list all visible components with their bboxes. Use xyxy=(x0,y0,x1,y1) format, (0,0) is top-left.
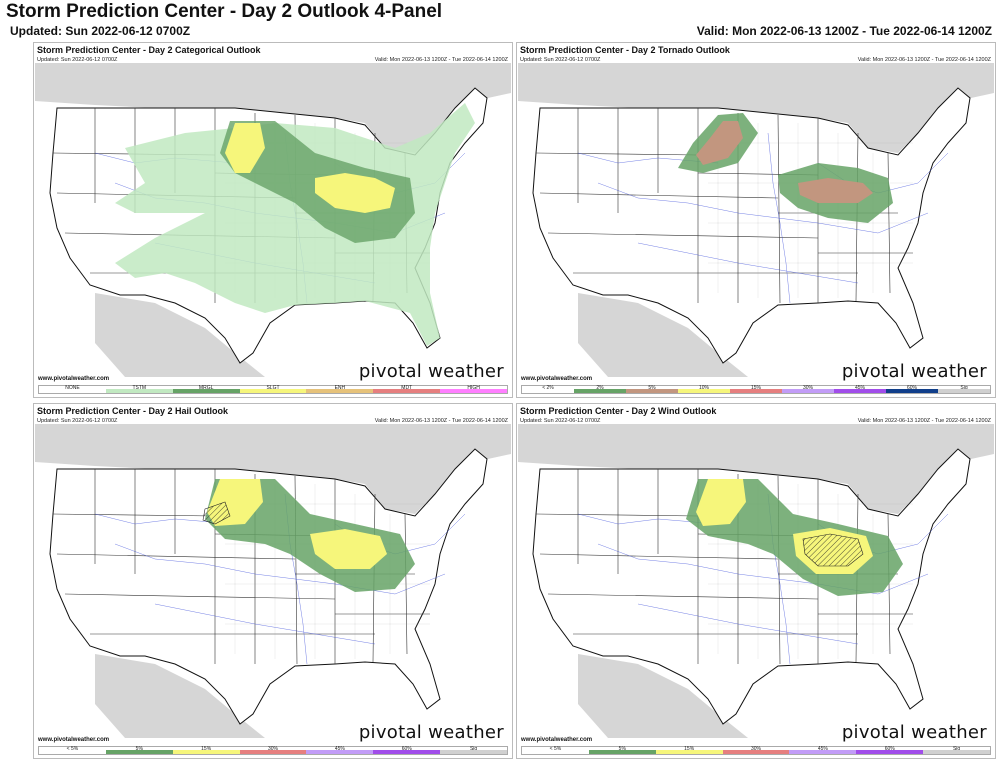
slgt-area-north xyxy=(225,123,265,173)
legend-60: 60% xyxy=(886,385,938,393)
legend-mdt: MDT xyxy=(373,385,441,393)
panel-title: Storm Prediction Center - Day 2 Wind Out… xyxy=(520,406,717,416)
legend-lt5: < 5% xyxy=(522,746,589,754)
legend-5: 5% xyxy=(588,746,656,754)
page-title: Storm Prediction Center - Day 2 Outlook … xyxy=(6,1,443,22)
legend-45: 45% xyxy=(834,385,886,393)
legend-30: 30% xyxy=(782,385,834,393)
panel-title: Storm Prediction Center - Day 2 Categori… xyxy=(37,45,261,55)
legend-sig: Sig xyxy=(923,746,991,754)
updated-time: Updated: Sun 2022-06-12 0700Z xyxy=(10,24,191,38)
brand-logo: pivotal weather xyxy=(841,361,987,382)
hail-map xyxy=(35,424,511,738)
panel-updated: Updated: Sun 2022-06-12 0700Z xyxy=(520,418,601,424)
panel-valid: Valid: Mon 2022-06-13 1200Z - Tue 2022-0… xyxy=(374,57,508,63)
legend-30: 30% xyxy=(239,746,307,754)
legend-15: 15% xyxy=(730,385,782,393)
legend-60: 60% xyxy=(856,746,924,754)
legend-30: 30% xyxy=(722,746,790,754)
legend-lt2: < 2% xyxy=(522,385,574,393)
legend-sig: Sig xyxy=(440,746,508,754)
site-url: www.pivotalweather.com xyxy=(38,376,110,382)
wind-panel: Storm Prediction Center - Day 2 Wind Out… xyxy=(516,403,996,759)
tor-5pct-north xyxy=(696,121,743,165)
panel-valid: Valid: Mon 2022-06-13 1200Z - Tue 2022-0… xyxy=(857,57,991,63)
hail-legend: < 5% 5% 15% 30% 45% 60% Sig xyxy=(38,746,508,755)
legend-5: 5% xyxy=(626,385,678,393)
legend-60: 60% xyxy=(373,746,441,754)
legend-slgt: SLGT xyxy=(239,385,307,393)
legend-none: NONE xyxy=(39,385,106,393)
categorical-map xyxy=(35,63,511,377)
legend-lt5: < 5% xyxy=(39,746,106,754)
hail-sig-north xyxy=(202,501,231,525)
wind-legend: < 5% 5% 15% 30% 45% 60% Sig xyxy=(521,746,991,755)
legend-10: 10% xyxy=(678,385,730,393)
categorical-panel: Storm Prediction Center - Day 2 Categori… xyxy=(33,42,513,398)
legend-15: 15% xyxy=(655,746,723,754)
panel-updated: Updated: Sun 2022-06-12 0700Z xyxy=(520,57,601,63)
slgt-area-east xyxy=(315,173,395,213)
brand-logo: pivotal weather xyxy=(358,722,504,743)
brand-logo: pivotal weather xyxy=(841,722,987,743)
legend-enh: ENH xyxy=(306,385,374,393)
tor-5pct-east xyxy=(798,178,873,203)
categorical-legend: NONE TSTM MRGL SLGT ENH MDT HIGH xyxy=(38,385,508,394)
hail-panel: Storm Prediction Center - Day 2 Hail Out… xyxy=(33,403,513,759)
tornado-legend: < 2% 2% 5% 10% 15% 30% 45% 60% Sig xyxy=(521,385,991,394)
wind-sig-east xyxy=(802,533,864,567)
panel-title: Storm Prediction Center - Day 2 Tornado … xyxy=(520,45,730,55)
hail-15pct-east xyxy=(310,529,387,569)
brand-logo: pivotal weather xyxy=(358,361,504,382)
site-url: www.pivotalweather.com xyxy=(521,376,593,382)
tstm-area xyxy=(115,103,475,346)
tornado-map xyxy=(518,63,994,377)
tornado-panel: Storm Prediction Center - Day 2 Tornado … xyxy=(516,42,996,398)
valid-time: Valid: Mon 2022-06-13 1200Z - Tue 2022-0… xyxy=(696,24,992,38)
panel-updated: Updated: Sun 2022-06-12 0700Z xyxy=(37,418,118,424)
panel-valid: Valid: Mon 2022-06-13 1200Z - Tue 2022-0… xyxy=(857,418,991,424)
legend-45: 45% xyxy=(789,746,857,754)
wind-map xyxy=(518,424,994,738)
legend-2: 2% xyxy=(574,385,626,393)
site-url: www.pivotalweather.com xyxy=(521,737,593,743)
legend-mrgl: MRGL xyxy=(172,385,240,393)
wind-15pct-north xyxy=(696,479,746,526)
legend-15: 15% xyxy=(172,746,240,754)
page-header: Storm Prediction Center - Day 2 Outlook … xyxy=(0,0,1000,40)
site-url: www.pivotalweather.com xyxy=(38,737,110,743)
panel-updated: Updated: Sun 2022-06-12 0700Z xyxy=(37,57,118,63)
legend-sig: Sig xyxy=(938,385,990,393)
legend-45: 45% xyxy=(306,746,374,754)
panel-valid: Valid: Mon 2022-06-13 1200Z - Tue 2022-0… xyxy=(374,418,508,424)
panel-title: Storm Prediction Center - Day 2 Hail Out… xyxy=(37,406,229,416)
legend-tstm: TSTM xyxy=(105,385,173,393)
legend-high: HIGH xyxy=(440,385,508,393)
legend-5: 5% xyxy=(105,746,173,754)
